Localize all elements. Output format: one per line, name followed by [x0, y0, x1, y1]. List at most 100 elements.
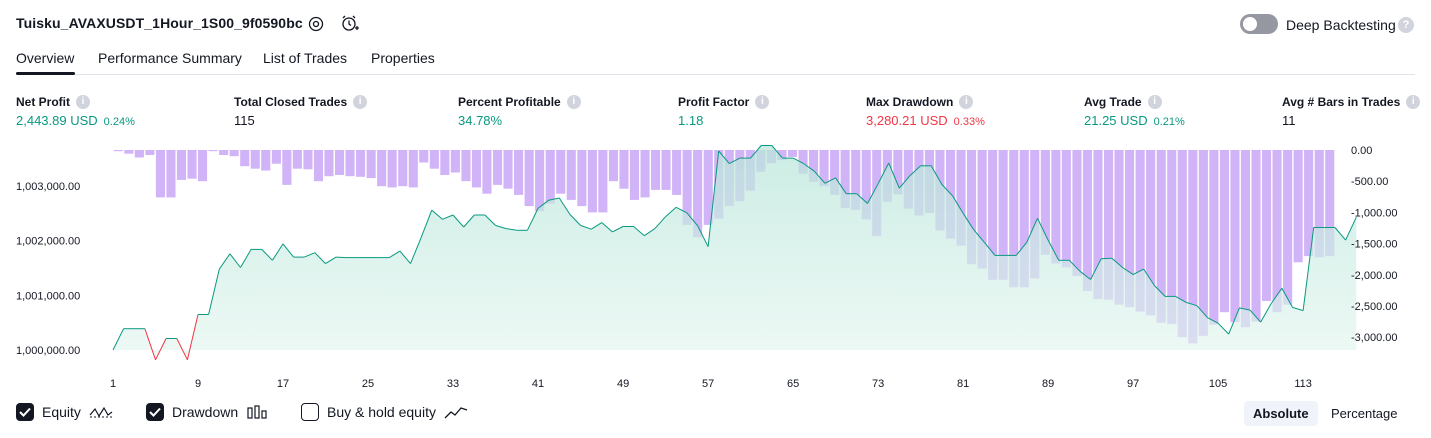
metric-label-avg-bars-in-trades: Avg # Bars in Trades i: [1282, 95, 1421, 109]
info-icon[interactable]: i: [755, 95, 770, 109]
drawdown-bar: [1167, 150, 1177, 325]
drawdown-checkbox[interactable]: [146, 403, 164, 421]
drawdown-y-tick: -2,000.00: [1351, 270, 1397, 282]
equity-line-segment: [1154, 285, 1166, 297]
deep-backtesting-toggle[interactable]: [1240, 14, 1278, 34]
drawdown-bar: [292, 150, 302, 169]
equity-line-segment: [463, 214, 475, 228]
legend-equity-label: Equity: [42, 404, 81, 420]
legend-buy-hold-equity[interactable]: Buy & hold equity: [301, 403, 468, 421]
tabs-divider: [16, 74, 1415, 75]
drawdown-bar: [145, 150, 155, 155]
equity-line-segment: [1090, 258, 1102, 280]
equity-line-segment: [877, 162, 890, 185]
drawdown-bar: [556, 150, 566, 194]
tab-properties[interactable]: Properties: [371, 50, 435, 66]
drawdown-bar: [967, 150, 977, 265]
equity-line-segment: [526, 208, 539, 231]
legend-drawdown-label: Drawdown: [172, 404, 239, 420]
drawdown-y-tick: -1,000.00: [1351, 207, 1397, 219]
drawdown-bar: [450, 150, 460, 173]
drawdown-y-tick: -500.00: [1351, 176, 1388, 188]
toggle-knob: [1243, 17, 1257, 31]
drawdown-bar: [198, 150, 208, 182]
equity-drawdown-chart[interactable]: 1,003,000.00 1,002,000.00 1,001,000.00 1,00…: [0, 140, 1431, 398]
settings-gear-icon[interactable]: [305, 13, 327, 35]
drawdown-bar: [661, 150, 671, 190]
equity-line-segment: [824, 177, 836, 184]
x-tick: 89: [1042, 378, 1054, 390]
drawdown-bar: [1051, 150, 1061, 264]
add-alert-icon[interactable]: [339, 13, 361, 35]
drawdown-bar: [1040, 150, 1050, 255]
tab-performance-summary[interactable]: Performance Summary: [98, 50, 242, 66]
drawdown-bar: [840, 150, 850, 208]
drawdown-bar: [1125, 150, 1135, 308]
x-tick: 81: [957, 378, 969, 390]
buy-hold-checkbox[interactable]: [301, 403, 319, 421]
legend-drawdown[interactable]: Drawdown: [146, 403, 268, 421]
absolute-toggle-button[interactable]: Absolute: [1244, 401, 1318, 426]
equity-line-segment: [835, 177, 847, 194]
equity-line-segment: [1207, 317, 1219, 324]
info-icon[interactable]: i: [566, 95, 581, 109]
equity-line-segment: [867, 183, 879, 204]
drawdown-bar: [419, 150, 429, 163]
x-tick: 17: [277, 378, 289, 390]
info-icon[interactable]: i: [1147, 95, 1162, 109]
tab-list-of-trades[interactable]: List of Trades: [263, 50, 348, 66]
info-icon[interactable]: i: [353, 95, 368, 109]
equity-line-segment: [336, 256, 347, 259]
legend-equity[interactable]: Equity: [16, 403, 113, 421]
equity-line-segment: [633, 226, 645, 237]
equity-line-segment: [813, 170, 826, 184]
drawdown-bar: [1272, 150, 1282, 313]
drawdown-bar: [124, 150, 134, 154]
drawdown-bar: [682, 150, 692, 225]
drawdown-bar: [1283, 150, 1293, 305]
drawdown-bar: [387, 150, 397, 188]
drawdown-bar: [514, 150, 524, 195]
equity-checkbox[interactable]: [16, 403, 34, 421]
drawdown-y-tick: 0.00: [1351, 145, 1372, 157]
drawdown-bar: [777, 150, 787, 160]
drawdown-bar: [1030, 150, 1040, 279]
drawdown-bar: [1240, 150, 1250, 328]
x-tick: 65: [787, 378, 799, 390]
drawdown-bar: [1209, 150, 1219, 325]
equity-line-segment: [1175, 295, 1187, 303]
equity-line-segment: [1281, 287, 1293, 308]
drawdown-bar: [271, 150, 281, 164]
equity-line-segment: [750, 145, 762, 159]
info-icon[interactable]: i: [1406, 95, 1421, 109]
drawdown-bar: [1219, 150, 1229, 313]
equity-line-segment: [240, 249, 252, 268]
drawdown-bar: [250, 150, 260, 169]
equity-line-segment: [686, 212, 698, 226]
drawdown-bar: [703, 150, 713, 225]
drawdown-bar: [608, 150, 618, 182]
info-icon[interactable]: i: [959, 95, 974, 109]
metric-value-total-closed-trades: 115: [234, 113, 255, 128]
drawdown-bar: [545, 150, 555, 204]
drawdown-bars: [113, 150, 1335, 344]
drawdown-bar: [798, 150, 808, 174]
tab-overview[interactable]: Overview: [16, 50, 75, 66]
equity-y-tick: 1,002,000.00: [16, 236, 80, 248]
equity-line-segment: [1345, 216, 1357, 241]
equity-line-segment: [1270, 287, 1283, 304]
equity-line-segment: [304, 252, 316, 258]
equity-line-segment: [601, 222, 613, 233]
help-icon[interactable]: ?: [1398, 17, 1414, 33]
drawdown-bar: [851, 150, 861, 210]
equity-line-segment: [888, 162, 900, 189]
drawdown-bar: [261, 150, 271, 171]
equity-line-segment: [973, 229, 985, 243]
drawdown-bar: [1009, 150, 1019, 288]
equity-line-segment: [590, 222, 603, 230]
x-tick: 41: [532, 378, 544, 390]
info-icon[interactable]: i: [76, 95, 90, 109]
equity-line-segment: [1186, 301, 1198, 307]
drawdown-bar: [672, 150, 682, 195]
percentage-toggle-button[interactable]: Percentage: [1331, 406, 1398, 421]
